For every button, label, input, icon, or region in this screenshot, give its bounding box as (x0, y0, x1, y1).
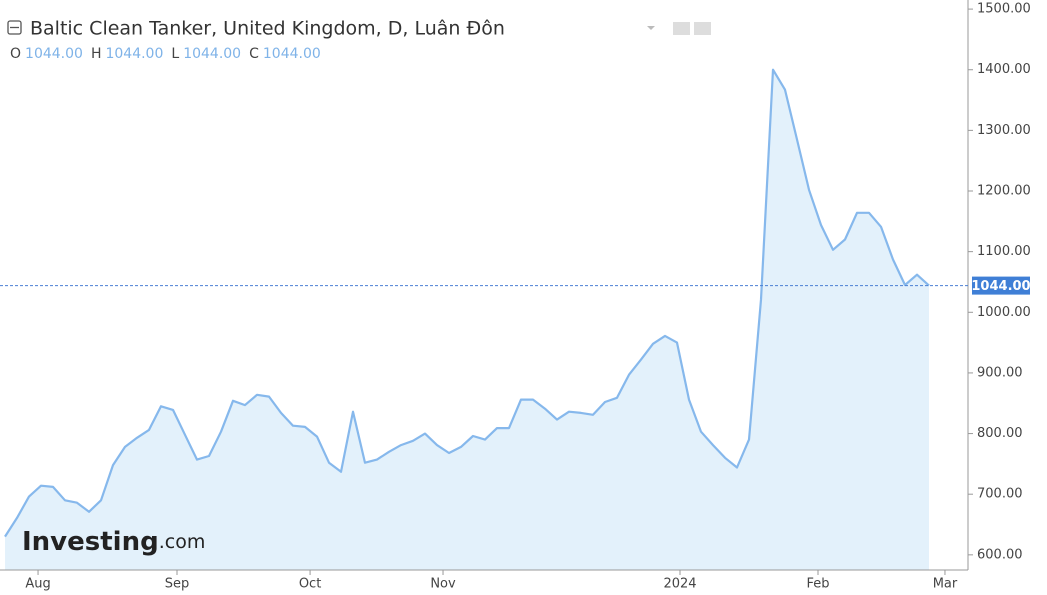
settings-icon[interactable] (694, 22, 711, 35)
last-price-box (972, 276, 1030, 295)
ohlc-key: H (91, 46, 102, 62)
area-fill (5, 69, 930, 570)
logo-main: Investing (22, 527, 159, 557)
ohlc: O 1044.00 H 1044.00 L 1044.00 C 1044.00 (10, 46, 321, 62)
y-tick-label: 800.00 (977, 426, 1023, 441)
ohlc-key: O (10, 46, 21, 62)
x-tick-label: Sep (165, 577, 190, 592)
y-tick-label: 600.00 (977, 547, 1023, 562)
x-tick-label: Feb (806, 577, 829, 592)
y-tick-label: 700.00 (977, 487, 1023, 502)
ohlc-key: C (249, 46, 259, 62)
ohlc-value: 1044.00 (25, 46, 83, 62)
ohlc-value: 1044.00 (105, 46, 163, 62)
x-tick-label: Nov (430, 577, 456, 592)
y-tick-label: 1200.00 (977, 184, 1031, 199)
x-tick-label: Oct (299, 577, 321, 592)
y-tick-label: 1300.00 (977, 123, 1031, 138)
x-tick-label: 2024 (663, 577, 696, 592)
logo: Investing.com (22, 527, 205, 557)
ohlc-value: 1044.00 (263, 46, 321, 62)
dropdown-icon[interactable] (647, 26, 655, 30)
last-price-label: 1044.00 (971, 279, 1030, 294)
x-tick-label: Aug (25, 577, 50, 592)
x-tick-label: Mar (933, 577, 958, 592)
y-tick-label: 1500.00 (977, 2, 1031, 17)
ohlc-text: O 1044.00 H 1044.00 L 1044.00 C 1044.00 (10, 46, 321, 62)
ohlc-value: 1044.00 (183, 46, 241, 62)
eye-icon[interactable] (673, 22, 690, 35)
y-tick-label: 1100.00 (977, 244, 1031, 259)
collapse-icon[interactable] (7, 20, 22, 35)
y-tick-label: 1400.00 (977, 62, 1031, 77)
price-line (4, 68, 930, 538)
y-tick-label: 1000.00 (977, 305, 1031, 320)
chart-title: Baltic Clean Tanker, United Kingdom, D, … (30, 18, 505, 40)
y-tick-label: 900.00 (977, 365, 1023, 380)
logo-suffix: .com (159, 531, 206, 553)
ohlc-key: L (171, 46, 179, 62)
plot (0, 0, 973, 575)
